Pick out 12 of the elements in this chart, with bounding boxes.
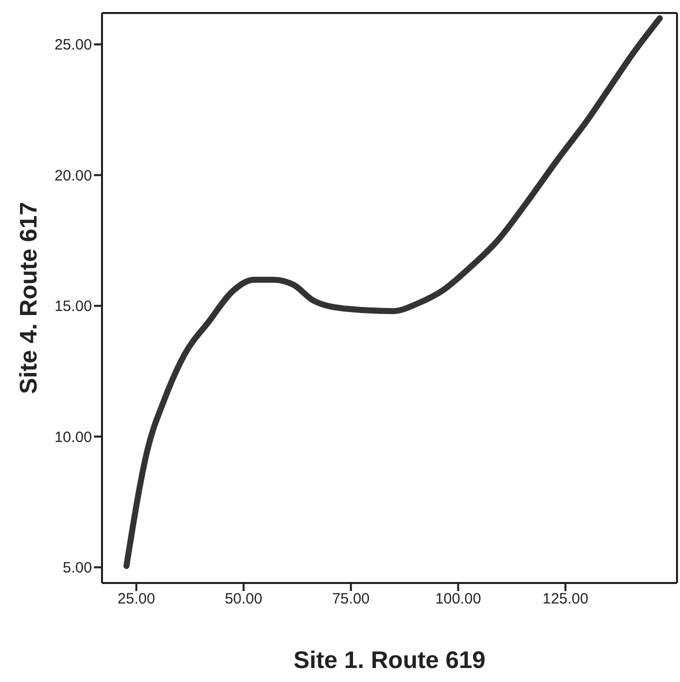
y-tick-label: 15.00: [54, 298, 92, 316]
x-tick-label: 25.00: [118, 590, 156, 608]
x-tick-label: 75.00: [332, 590, 370, 608]
y-tick-label: 25.00: [54, 36, 92, 54]
x-axis-title: Site 1. Route 619: [293, 647, 486, 674]
y-axis-title: Site 4. Route 617: [16, 202, 43, 394]
x-tick-label: 50.00: [224, 590, 262, 608]
x-tick-label: 100.00: [435, 590, 482, 608]
y-tick-label: 5.00: [62, 560, 92, 577]
y-tick-label: 10.00: [54, 428, 92, 446]
x-tick-label: 125.00: [542, 590, 588, 608]
y-tick-label: 20.00: [54, 167, 92, 184]
